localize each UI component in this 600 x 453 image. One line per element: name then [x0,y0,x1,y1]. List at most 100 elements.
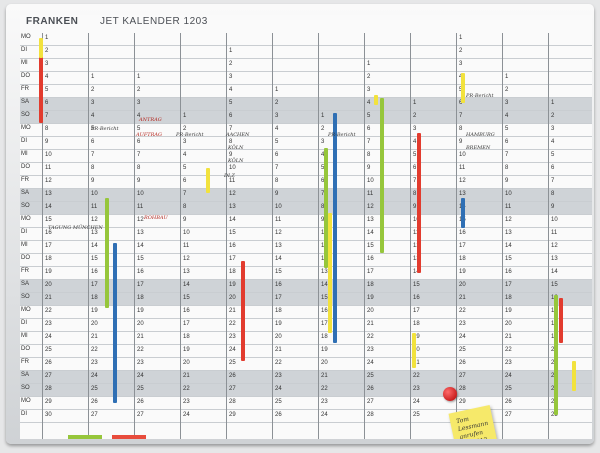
day-number: 12 [45,178,52,184]
day-number: 13 [137,230,144,236]
weekday-label: FR [21,268,29,274]
day-number: 4 [551,139,555,145]
day-number: 13 [551,256,558,262]
day-number: 19 [459,269,466,275]
day-number: 11 [551,230,558,236]
day-number: 24 [91,373,98,379]
day-number: 13 [275,243,282,249]
event-bar[interactable] [417,133,421,273]
day-number: 13 [45,191,52,197]
calendar-row: MO [20,215,592,228]
day-number: 15 [367,243,374,249]
day-number: 23 [91,360,98,366]
day-number: 4 [413,139,417,145]
day-number: 14 [321,282,328,288]
day-number: 22 [137,347,144,353]
day-number: 11 [459,165,466,171]
day-number: 3 [275,113,279,119]
day-number: 11 [91,204,98,210]
day-number: 10 [229,165,236,171]
day-number: 2 [183,126,187,132]
day-number: 19 [229,282,236,288]
day-number: 16 [137,269,144,275]
day-number: 22 [229,321,236,327]
day-number: 15 [91,256,98,262]
event-bar[interactable] [324,148,328,268]
calendar-row: DI [20,46,592,59]
event-bar[interactable] [374,95,378,105]
event-bar[interactable] [461,198,465,228]
day-number: 26 [229,373,236,379]
event-bar[interactable] [559,298,563,343]
day-number: 14 [91,243,98,249]
weekday-label: SA [21,190,30,196]
event-bar[interactable] [333,113,337,343]
day-number: 10 [137,191,144,197]
day-number: 23 [137,360,144,366]
day-number: 14 [275,256,282,262]
day-number: 7 [459,113,463,119]
weekday-label: FR [21,359,29,365]
day-number: 16 [45,230,52,236]
day-number: 3 [321,139,325,145]
event-bar[interactable] [105,198,109,308]
event-bar[interactable] [572,361,576,391]
day-number: 14 [367,230,374,236]
day-number: 3 [551,126,555,132]
event-bar[interactable] [39,53,43,123]
day-number: 5 [45,87,49,93]
event-bar[interactable] [328,213,332,333]
day-number: 21 [91,334,98,340]
calendar-row: MO [20,33,592,46]
legend-red [112,435,146,439]
day-number: 20 [505,321,512,327]
day-number: 11 [45,165,52,171]
event-bar[interactable] [241,261,245,361]
day-number: 24 [367,360,374,366]
handwritten-note: DLZ [224,173,235,179]
day-number: 18 [45,256,52,262]
event-bar[interactable] [380,98,384,253]
day-number: 21 [275,347,282,353]
day-number: 14 [505,243,512,249]
day-number: 5 [367,113,371,119]
event-bar[interactable] [554,295,558,415]
day-number: 10 [183,230,190,236]
day-number: 13 [505,230,512,236]
day-number: 1 [413,100,417,106]
day-number: 29 [459,399,466,405]
event-bar[interactable] [39,38,43,58]
handwritten-note: AACHEN [226,132,250,138]
weekday-label: SO [21,294,30,300]
day-number: 24 [275,386,282,392]
event-bar[interactable] [206,168,210,193]
day-number: 3 [413,126,417,132]
event-bar[interactable] [461,73,465,103]
day-number: 16 [183,308,190,314]
day-number: 20 [321,360,328,366]
handwritten-note: KÖLN [228,145,244,151]
day-number: 8 [413,191,417,197]
weekday-label: FR [21,86,29,92]
day-number: 15 [413,282,420,288]
day-number: 15 [551,282,558,288]
day-number: 8 [91,165,95,171]
day-number: 26 [137,399,144,405]
day-number: 15 [275,269,282,275]
day-number: 6 [183,178,187,184]
calendar-row: SO [20,111,592,124]
day-number: 7 [413,178,417,184]
day-number: 7 [551,178,555,184]
day-number: 17 [459,243,466,249]
day-number: 20 [413,347,420,353]
day-number: 24 [45,334,52,340]
day-number: 23 [459,321,466,327]
day-number: 25 [459,347,466,353]
day-number: 7 [229,126,233,132]
day-number: 21 [137,334,144,340]
event-bar[interactable] [412,333,416,368]
day-number: 20 [459,282,466,288]
calendar-row: DI [20,228,592,241]
day-number: 24 [413,399,420,405]
event-bar[interactable] [113,243,117,403]
